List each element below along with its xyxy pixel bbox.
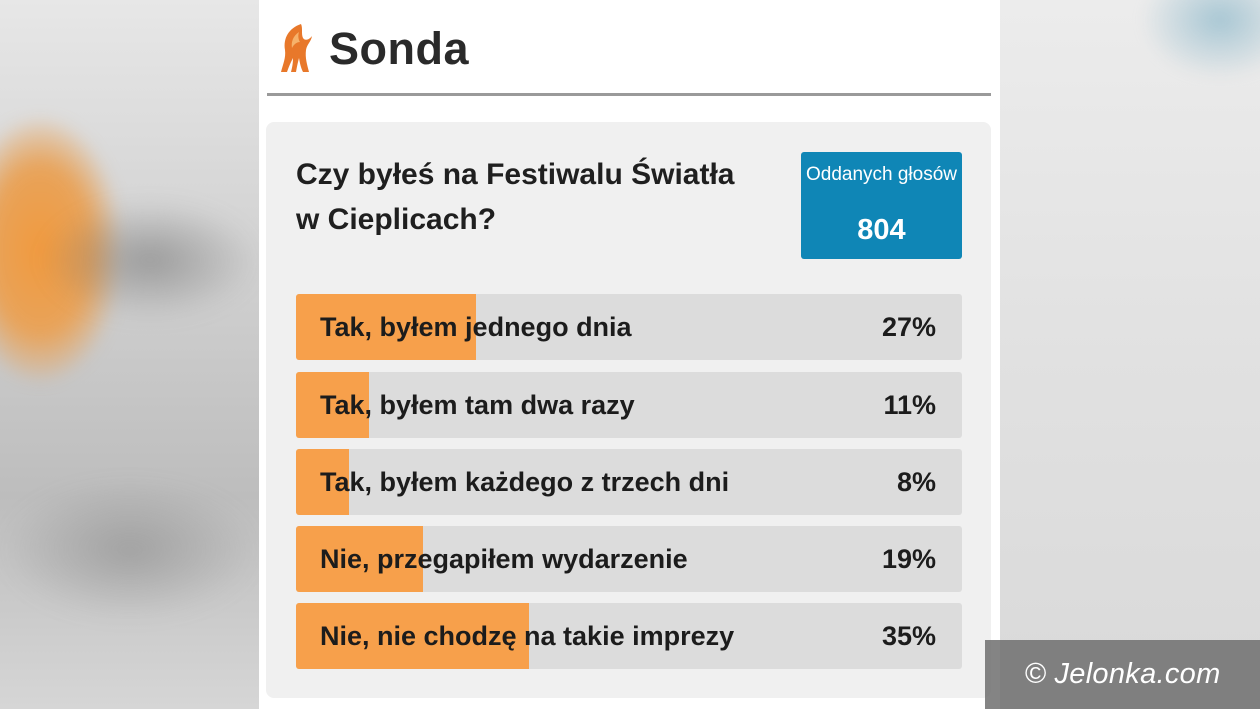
poll-question: Czy byłeś na Festiwalu Światła w Cieplic… — [296, 158, 735, 236]
poll-option-bar — [296, 372, 370, 438]
votes-count-badge: Oddanych głosów 804 — [801, 152, 962, 259]
copyright-watermark: © Jelonka.com — [985, 640, 1260, 709]
poll-option-percent: 35% — [881, 621, 936, 651]
poll-option-label: Tak, byłem każdego z trzech dni — [320, 467, 730, 497]
flame-logo-icon — [281, 24, 312, 72]
widget-title: Sonda — [329, 23, 470, 74]
poll-option-bar — [296, 294, 476, 360]
poll-option-bar — [296, 449, 350, 515]
poll-option-bar — [296, 526, 423, 592]
poll-option-label: Nie, przegapiłem wydarzenie — [320, 544, 688, 574]
poll-option-percent: 8% — [896, 467, 936, 497]
poll-option-label: Tak, byłem tam dwa razy — [320, 390, 635, 420]
widget-header: Sonda — [267, 0, 991, 96]
poll-option-percent: 11% — [883, 390, 936, 420]
votes-count: 804 — [857, 214, 906, 246]
poll-option[interactable]: Nie, przegapiłem wydarzenie 19% — [296, 526, 962, 592]
poll-option-bar — [296, 603, 530, 669]
poll-option-label: Tak, byłem jednego dnia — [320, 312, 632, 342]
poll-option[interactable]: Nie, nie chodzę na takie imprezy 35% — [296, 603, 962, 669]
background-dark-blur — [40, 200, 260, 320]
poll-option-percent: 27% — [881, 312, 936, 342]
poll-card: Czy byłeś na Festiwalu Światła w Cieplic… — [266, 122, 991, 698]
poll-option[interactable]: Tak, byłem każdego z trzech dni 8% — [296, 449, 962, 515]
background-right — [1000, 0, 1260, 709]
background-dark-blur-bottom — [0, 480, 260, 620]
poll-option-label: Nie, nie chodzę na takie imprezy — [320, 621, 735, 651]
poll-option[interactable]: Tak, byłem jednego dnia 27% — [296, 294, 962, 360]
poll-option[interactable]: Tak, byłem tam dwa razy 11% — [296, 372, 962, 438]
votes-label: Oddanych głosów — [805, 164, 958, 185]
poll-option-percent: 19% — [881, 544, 936, 574]
poll-widget: Sonda Czy byłeś na Festiwalu Światła w C… — [259, 0, 1000, 709]
